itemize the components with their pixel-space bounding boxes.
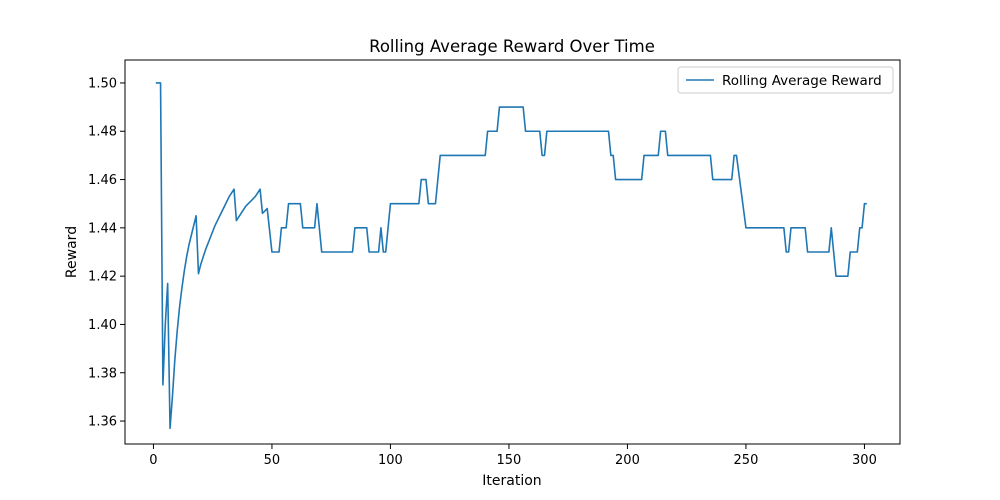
x-tick-label: 100 — [378, 453, 403, 468]
x-tick-label: 300 — [852, 453, 877, 468]
x-tick-label: 50 — [264, 453, 281, 468]
x-axis-label: Iteration — [482, 473, 541, 489]
x-tick-label: 150 — [497, 453, 522, 468]
y-tick-label: 1.40 — [88, 318, 117, 333]
x-tick-label: 200 — [615, 453, 640, 468]
plot-area: 0 50 100 150 200 250 300 1.361.381.401.421.441… — [88, 59, 901, 468]
legend: Rolling Average Reward — [677, 66, 894, 94]
y-tick-label: 1.36 — [88, 415, 117, 430]
series-layer — [155, 82, 867, 430]
y-tick-label: 1.38 — [88, 366, 117, 381]
y-tick-label: 1.44 — [88, 221, 117, 236]
x-axis: 0 50 100 150 200 250 300 — [149, 444, 877, 468]
chart-title: Rolling Average Reward Over Time — [369, 37, 655, 56]
plot-frame — [124, 59, 901, 445]
x-tick-label: 0 — [149, 453, 157, 468]
y-tick-label: 1.42 — [88, 270, 117, 285]
series-line-0 — [155, 82, 867, 430]
y-axis-label: Reward — [64, 226, 80, 278]
y-tick-label: 1.50 — [88, 76, 117, 91]
legend-box — [677, 66, 894, 94]
y-axis: 1.36 1.38 1.40 1.42 1.44 1.46 1.48 1.50 — [88, 76, 125, 430]
legend-label: Rolling Average Reward — [722, 73, 882, 89]
y-tick-label: 1.48 — [88, 125, 117, 140]
x-tick-label: 250 — [734, 453, 759, 468]
y-tick-label: 1.46 — [88, 173, 117, 188]
